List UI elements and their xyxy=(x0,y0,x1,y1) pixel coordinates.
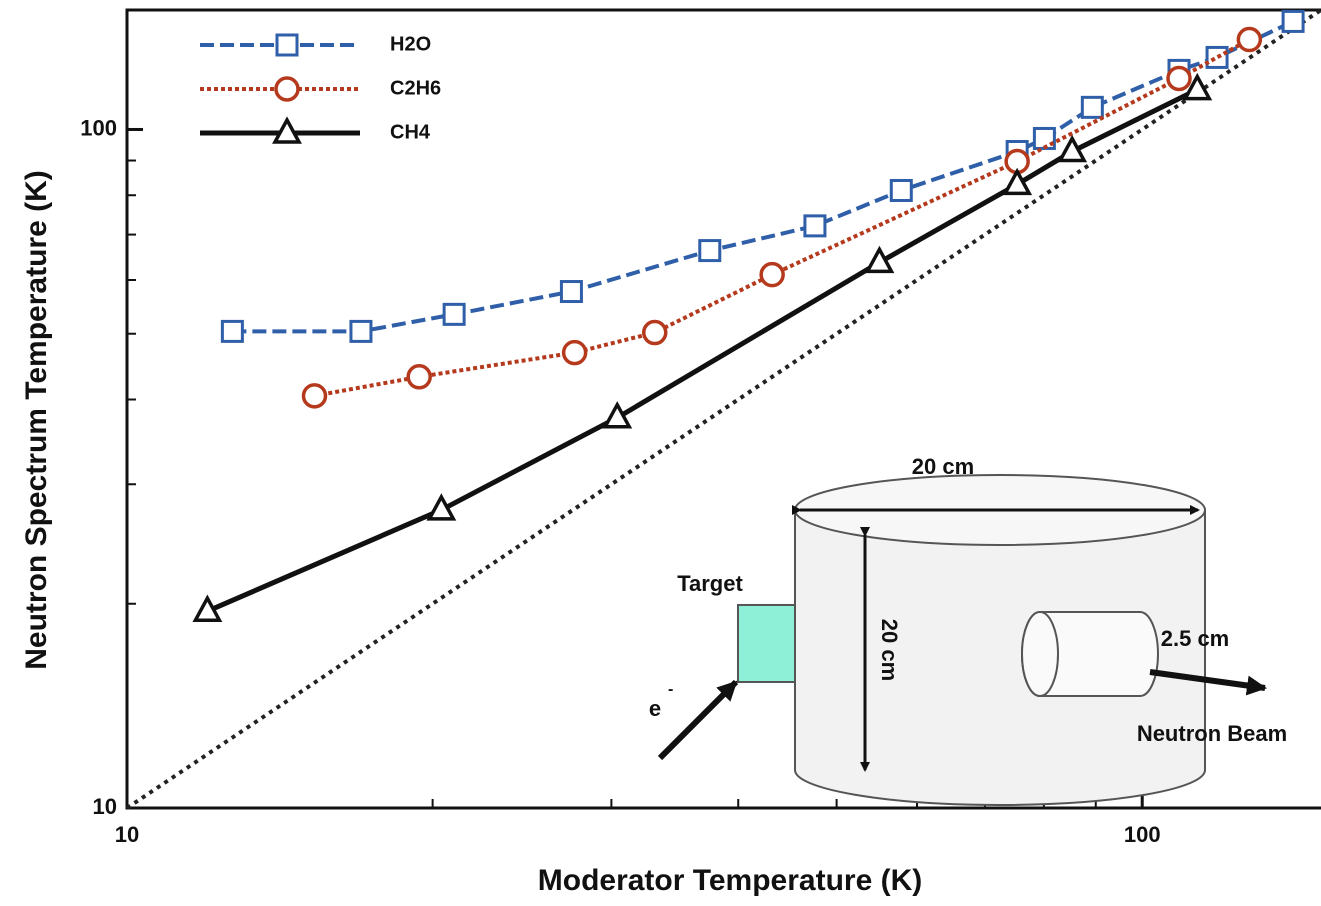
neutron-arrow xyxy=(1149,669,1267,696)
x-tick-label: 10 xyxy=(115,822,139,847)
target-box xyxy=(737,604,796,683)
marker xyxy=(889,178,913,202)
marker xyxy=(559,280,583,304)
marker xyxy=(864,245,895,274)
legend-label: C2H6 xyxy=(390,77,441,99)
beam-particle-label: e xyxy=(649,696,661,721)
plot-frame xyxy=(125,8,1321,810)
electron-arrow xyxy=(657,679,739,761)
marker xyxy=(1002,167,1033,196)
marker xyxy=(1057,134,1088,163)
series-line xyxy=(314,37,1251,398)
marker xyxy=(698,239,722,263)
marker xyxy=(1080,95,1104,119)
x-tick-label: 100 xyxy=(1124,822,1161,847)
marker xyxy=(442,302,466,326)
y-axis-label: Neutron Spectrum Temperature (K) xyxy=(20,170,53,670)
marker xyxy=(301,383,328,409)
marker xyxy=(192,594,223,622)
marker xyxy=(759,261,785,288)
beam-port-end xyxy=(1021,611,1059,697)
moderator-diagram: 20 cm 20 cm Target e - 2.5 cm Neutron Be… xyxy=(649,454,1287,806)
marker xyxy=(349,319,373,343)
cylinder-body xyxy=(794,510,1206,806)
marker xyxy=(1236,26,1263,53)
marker xyxy=(406,364,432,390)
marker xyxy=(1166,65,1192,92)
y-tick-label: 100 xyxy=(80,115,117,140)
marker xyxy=(803,214,827,238)
port-label: 2.5 cm xyxy=(1161,626,1230,651)
diameter-label: 20 cm xyxy=(912,454,974,479)
beam-charge-label: - xyxy=(668,681,673,698)
marker xyxy=(602,401,633,429)
marker xyxy=(1205,45,1229,69)
legend-label: CH4 xyxy=(390,121,431,143)
marker xyxy=(1281,9,1305,33)
height-label: 20 cm xyxy=(877,619,902,681)
y-tick-label: 10 xyxy=(93,794,117,819)
beam-label: Neutron Beam xyxy=(1137,721,1287,746)
x-axis-label: Moderator Temperature (K) xyxy=(538,864,923,897)
marker xyxy=(426,493,457,521)
legend-marker xyxy=(274,76,300,102)
legend-label: H2O xyxy=(390,33,431,55)
series-line xyxy=(232,19,1294,334)
marker xyxy=(1182,72,1213,101)
marker xyxy=(641,319,668,346)
marker xyxy=(220,319,244,343)
marker xyxy=(561,339,588,366)
target-label: Target xyxy=(677,571,743,596)
legend-marker xyxy=(275,33,299,57)
legend-marker xyxy=(272,116,302,144)
